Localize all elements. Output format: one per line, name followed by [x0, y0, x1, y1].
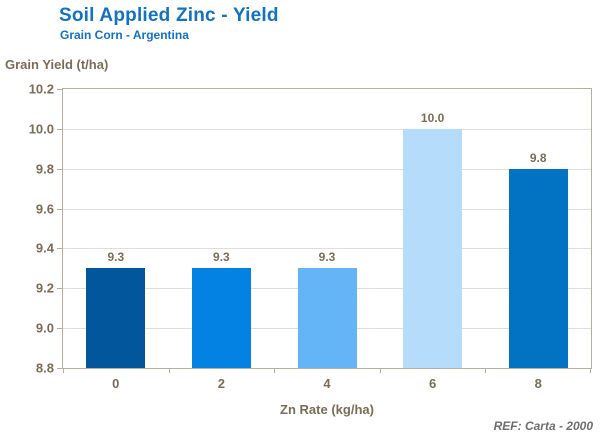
gridline [63, 208, 591, 210]
bar-value-label: 9.8 [529, 150, 547, 165]
x-axis-tick-label: 6 [428, 376, 437, 391]
gridline [63, 168, 591, 170]
x-axis-tick [379, 368, 381, 373]
bar-value-label: 9.3 [213, 250, 230, 265]
y-axis-tick [57, 89, 63, 90]
y-axis-title: Grain Yield (t/ha) [5, 57, 109, 72]
x-axis-tick [485, 368, 487, 373]
x-axis-tick [274, 368, 276, 373]
bar [403, 128, 463, 368]
bar-value-label: 9.3 [318, 250, 336, 265]
x-axis-tick [590, 368, 591, 373]
bar [86, 268, 146, 368]
bar [191, 268, 251, 368]
plot-area: 10.2 10.0 9.8 9.6 9.4 9.2 9.0 8.8 9.3 0 9.3 2 9.3 4 10… [29, 82, 592, 391]
chart-subtitle: Grain Corn - Argentina [60, 28, 189, 42]
y-axis-tick-label: 8.8 [35, 360, 54, 376]
y-axis-tick [57, 208, 63, 210]
y-axis-tick [57, 368, 63, 369]
bar-value-label: 10.0 [420, 110, 445, 125]
gridline [63, 248, 591, 250]
x-axis-tick-label: 0 [112, 376, 120, 391]
y-axis-tick [57, 168, 63, 170]
bar [508, 168, 568, 368]
bar [297, 268, 357, 368]
y-axis-tick-label: 9.6 [35, 201, 54, 217]
y-axis-tick [57, 288, 63, 290]
chart-title: Soil Applied Zinc - Yield [59, 5, 279, 26]
y-axis-tick-label: 9.4 [35, 240, 54, 256]
x-axis-tick-label: 4 [323, 376, 331, 391]
y-axis-tick-label: 9.8 [35, 161, 54, 177]
x-axis-tick [63, 368, 64, 373]
y-axis-tick-label: 10.0 [28, 121, 54, 137]
x-axis-tick [168, 368, 170, 373]
y-axis-tick [57, 248, 63, 250]
reference-note: REF: Carta - 2000 [493, 419, 593, 433]
bar-value-label: 9.3 [107, 250, 125, 265]
gridline [63, 128, 591, 130]
y-axis-tick-label: 9.0 [35, 320, 54, 336]
y-axis-tick [57, 328, 63, 330]
x-axis-tick-label: 8 [534, 376, 542, 391]
y-axis-tick-label: 9.2 [35, 280, 54, 296]
x-axis-title: Zn Rate (kg/ha) [280, 402, 374, 417]
x-axis-tick-label: 2 [217, 376, 225, 391]
y-axis-tick [57, 128, 63, 130]
y-axis-tick-label: 10.2 [28, 81, 54, 97]
